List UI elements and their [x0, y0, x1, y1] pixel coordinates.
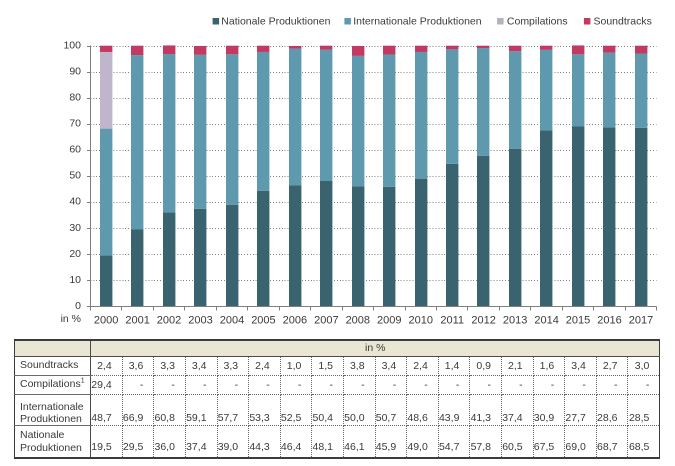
svg-text:Soundtracks: Soundtracks	[594, 15, 652, 27]
svg-text:2011: 2011	[440, 315, 464, 327]
svg-text:2006: 2006	[283, 315, 307, 327]
svg-text:2017: 2017	[629, 315, 653, 327]
svg-text:Nationale Produktionen: Nationale Produktionen	[221, 15, 330, 27]
svg-text:40: 40	[69, 196, 81, 208]
svg-text:0: 0	[75, 300, 81, 312]
svg-text:30: 30	[69, 222, 81, 234]
svg-text:Internationale Produktionen: Internationale Produktionen	[353, 15, 482, 27]
svg-text:2013: 2013	[503, 315, 527, 327]
svg-text:2003: 2003	[188, 315, 212, 327]
svg-text:90: 90	[69, 65, 81, 77]
svg-text:2016: 2016	[597, 315, 621, 327]
svg-text:50: 50	[69, 170, 81, 182]
svg-text:Compilations: Compilations	[507, 15, 568, 27]
svg-text:10: 10	[69, 274, 81, 286]
svg-text:2014: 2014	[534, 315, 558, 327]
svg-text:2002: 2002	[157, 315, 181, 327]
svg-text:60: 60	[69, 144, 81, 156]
svg-text:2000: 2000	[94, 315, 118, 327]
svg-text:2010: 2010	[408, 315, 432, 327]
svg-text:in %: in %	[61, 313, 81, 325]
svg-text:100: 100	[63, 39, 81, 51]
svg-text:20: 20	[69, 248, 81, 260]
svg-text:2007: 2007	[314, 315, 338, 327]
svg-text:2008: 2008	[346, 315, 370, 327]
svg-text:2015: 2015	[566, 315, 590, 327]
svg-text:2012: 2012	[471, 315, 495, 327]
svg-text:2009: 2009	[377, 315, 401, 327]
svg-text:2001: 2001	[125, 315, 149, 327]
svg-text:2005: 2005	[251, 315, 275, 327]
svg-text:70: 70	[69, 118, 81, 130]
svg-text:2004: 2004	[220, 315, 244, 327]
svg-text:80: 80	[69, 91, 81, 103]
